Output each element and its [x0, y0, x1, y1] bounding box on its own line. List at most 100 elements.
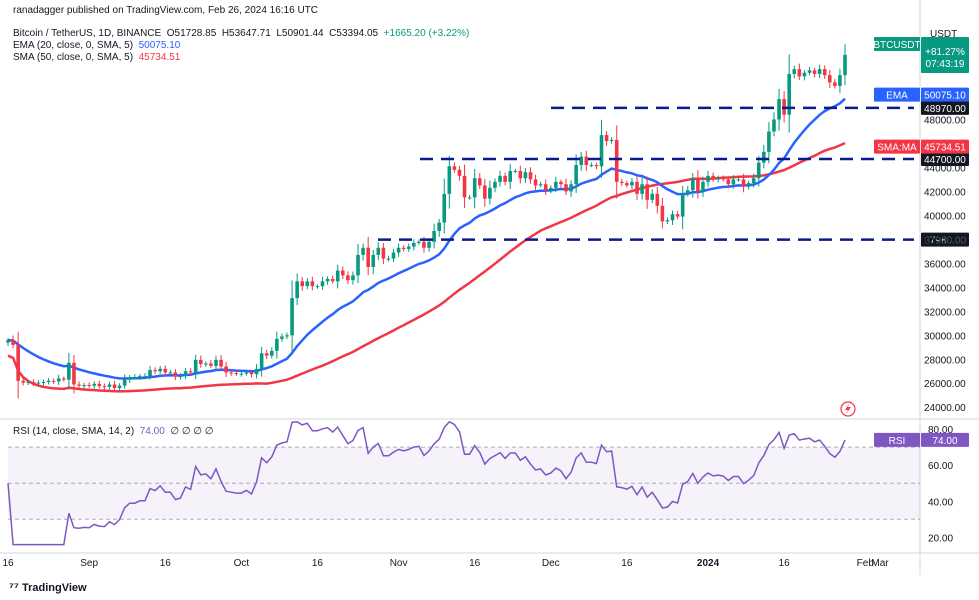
btc-val-bg: [921, 37, 969, 73]
x-tick-10: 16: [779, 558, 791, 569]
level-label-0: 48970.00: [924, 104, 966, 115]
ema-legend[interactable]: EMA (20, close, 0, SMA, 5) 50075.10: [13, 40, 180, 51]
price-tick-1: 44000.00: [924, 163, 966, 174]
candle-body: [371, 254, 376, 267]
candle-body: [315, 286, 320, 288]
candle-body: [335, 270, 340, 282]
btc-pct: +81.27%: [925, 47, 965, 58]
publisher-text: ranadagger published on TradingView.com,…: [13, 5, 319, 16]
candle-body: [16, 344, 20, 381]
candle-body: [21, 380, 26, 383]
candle-body: [36, 382, 41, 384]
candle-body: [143, 376, 147, 378]
candle-body: [396, 247, 401, 253]
candle-body: [295, 281, 299, 299]
candle-body: [528, 172, 533, 180]
candle-body: [285, 335, 289, 337]
ema-label: EMA (20, close, 0, SMA, 5): [13, 40, 134, 51]
candle-body: [483, 185, 487, 199]
tradingview-logo[interactable]: ⁷⁷ TradingView: [9, 580, 87, 594]
candle-body: [254, 368, 259, 375]
candle-body: [822, 69, 827, 76]
btc-tag: BTCUSDT: [873, 40, 920, 51]
rsi-tick-3: 20.00: [928, 533, 953, 544]
candle-body: [224, 366, 228, 373]
candle-body: [614, 139, 619, 182]
price-tick-3: 40000.00: [924, 211, 966, 222]
candle-body: [412, 242, 416, 247]
candle-body: [31, 382, 36, 384]
price-tick-8: 30000.00: [924, 331, 966, 342]
candle-body: [259, 353, 264, 369]
rsi-tick-1: 60.00: [928, 461, 953, 472]
price-tick-7: 32000.00: [924, 307, 966, 318]
sma-50-line: [7, 141, 846, 393]
price-tick-0: 48000.00: [924, 116, 966, 127]
candle-body: [498, 175, 502, 182]
candle-body: [163, 368, 168, 373]
rsi-badge-val: 74.00: [932, 436, 957, 447]
candle-body: [711, 175, 715, 180]
x-tick-4: 16: [312, 558, 324, 569]
candle-body: [41, 382, 46, 384]
candle-body: [127, 377, 132, 380]
candle-body: [72, 362, 76, 385]
candle-body: [275, 338, 279, 351]
candle-body: [488, 187, 492, 199]
sma-badge-val: 45734.51: [924, 143, 966, 154]
price-tick-9: 28000.00: [924, 355, 966, 366]
candle-body: [168, 372, 173, 374]
candle-body: [594, 165, 599, 167]
ema-badge-val: 50075.10: [924, 91, 966, 102]
candle-body: [117, 385, 122, 389]
candle-body: [625, 183, 629, 186]
x-tick-11: Feb: [857, 558, 875, 569]
symbol-legend[interactable]: Bitcoin / TetherUS, 1D, BINANCE O51728.8…: [13, 28, 469, 39]
x-tick-2: 16: [160, 558, 172, 569]
candle-body: [97, 383, 102, 387]
candle-body: [477, 178, 482, 186]
candle-body: [219, 359, 223, 367]
candle-body: [584, 156, 589, 166]
candle-body: [366, 247, 370, 267]
rsi-value: 74.00: [139, 426, 165, 437]
candle-body: [300, 281, 305, 287]
candle-body: [427, 241, 431, 248]
candle-body: [437, 222, 441, 231]
candle-body: [330, 278, 335, 282]
candle-body: [376, 247, 381, 255]
candle-body: [731, 179, 736, 185]
candle-body: [802, 72, 807, 77]
candle-body: [691, 178, 695, 191]
price-tick-2: 42000.00: [924, 187, 966, 198]
ema-badge-tag: EMA: [886, 91, 908, 102]
rsi-badge-tag-bg: [874, 432, 920, 447]
sma-legend[interactable]: SMA (50, close, 0, SMA, 5) 45734.51: [13, 52, 180, 63]
candle-body: [381, 247, 386, 259]
candle-body: [609, 139, 614, 142]
candle-body: [746, 183, 751, 187]
candle-body: [214, 359, 218, 366]
candle-body: [827, 75, 832, 83]
candle-body: [630, 181, 634, 186]
candle-body: [442, 193, 447, 223]
symbol-name: Bitcoin / TetherUS, 1D, BINANCE: [13, 28, 162, 39]
candle-body: [133, 377, 137, 379]
candle-body: [280, 336, 284, 339]
candle-body: [589, 165, 594, 167]
candle-body: [579, 156, 584, 166]
candle-body: [797, 69, 802, 77]
candle-body: [559, 181, 563, 185]
rsi-label: RSI (14, close, SMA, 14, 2): [13, 426, 135, 437]
level-tag-2: [921, 232, 969, 247]
rsi-legend[interactable]: RSI (14, close, SMA, 14, 2) 74.00 ∅ ∅ ∅ …: [13, 426, 214, 437]
sma-badge-val-bg: [921, 139, 969, 154]
price-tick-10: 26000.00: [924, 379, 966, 390]
candle-body: [67, 362, 71, 380]
candle-body: [290, 298, 294, 336]
x-tick-7: Dec: [542, 558, 560, 569]
candle-body: [87, 385, 91, 387]
candle-body: [777, 99, 781, 120]
candle-body: [518, 171, 523, 179]
candle-body: [56, 378, 61, 382]
